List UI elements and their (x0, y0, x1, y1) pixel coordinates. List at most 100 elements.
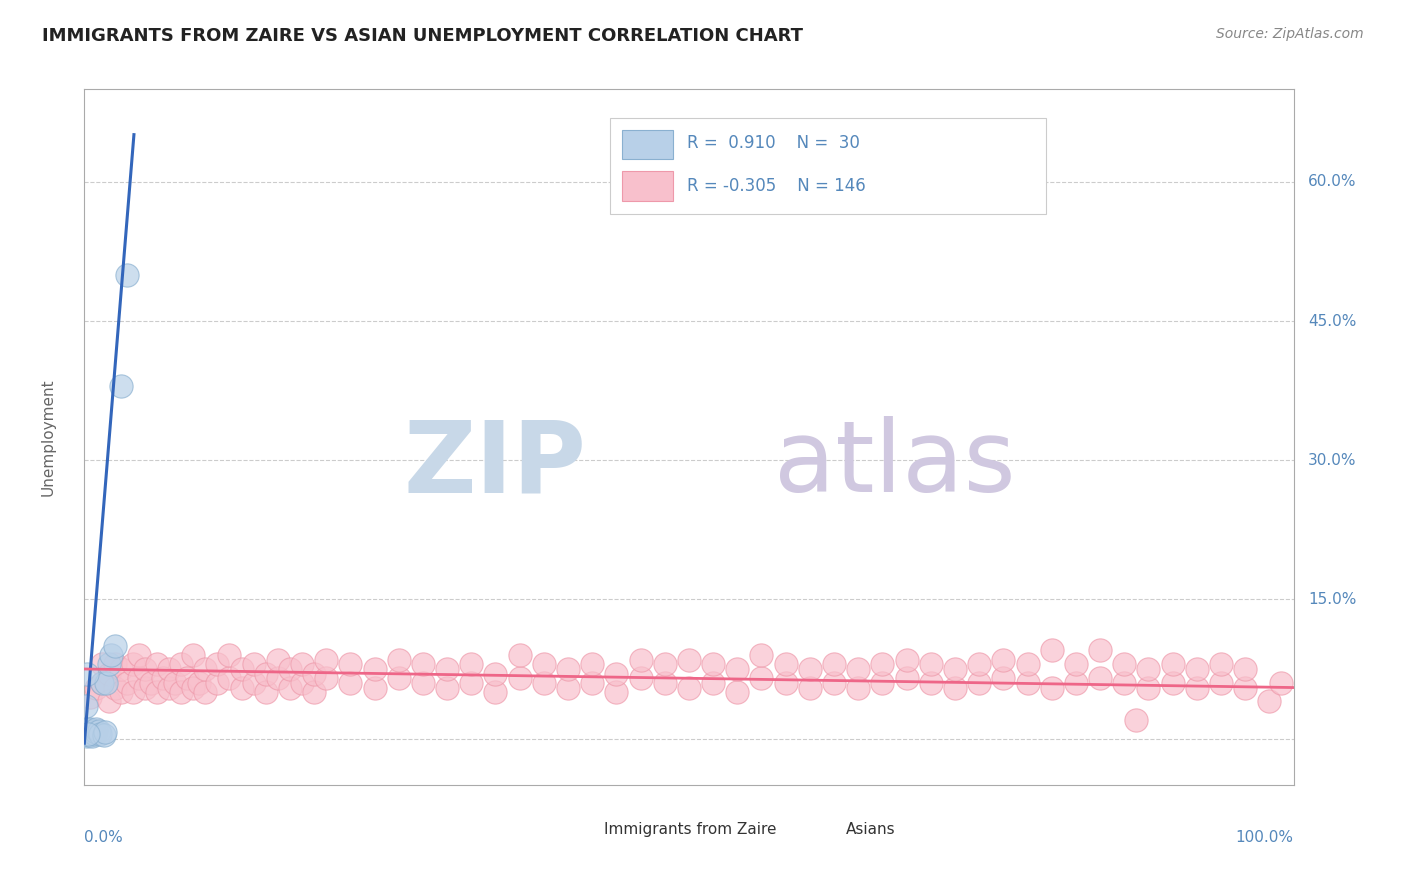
Point (388, 671, 411, 685)
Point (77, 726, 100, 740)
Point (104, 681, 127, 695)
Point (77, 724, 100, 739)
Point (146, 657, 169, 672)
Point (121, 657, 143, 672)
Point (75, 727, 97, 741)
Point (146, 685, 169, 699)
Point (1017, 657, 1039, 672)
Point (799, 662, 821, 676)
Point (509, 671, 531, 685)
Point (1114, 657, 1136, 672)
Point (89, 727, 111, 741)
Point (315, 671, 337, 685)
Point (79, 727, 101, 741)
Point (557, 681, 579, 695)
Text: IMMIGRANTS FROM ZAIRE VS ASIAN UNEMPLOYMENT CORRELATION CHART: IMMIGRANTS FROM ZAIRE VS ASIAN UNEMPLOYM… (42, 27, 803, 45)
Point (267, 671, 290, 685)
Point (436, 681, 458, 695)
Point (77, 723, 100, 737)
Point (110, 379, 132, 393)
Point (100, 648, 122, 662)
Point (920, 676, 942, 690)
Point (207, 676, 229, 690)
Point (967, 676, 990, 690)
Point (1088, 643, 1111, 657)
Point (94, 676, 117, 690)
Point (94, 725, 117, 739)
Point (557, 662, 579, 676)
Point (1209, 657, 1232, 672)
Point (170, 685, 193, 699)
Point (194, 685, 217, 699)
Text: 60.0%: 60.0% (1308, 175, 1357, 189)
Point (1161, 676, 1184, 690)
Point (1234, 681, 1257, 695)
Point (157, 681, 180, 695)
Point (128, 648, 150, 662)
Point (1234, 662, 1257, 676)
Point (139, 676, 162, 690)
Point (91, 676, 114, 690)
Point (702, 657, 724, 672)
Point (76, 666, 98, 681)
Point (605, 666, 627, 681)
Point (134, 662, 156, 676)
Point (484, 685, 506, 699)
Point (231, 681, 253, 695)
Point (115, 268, 138, 282)
Point (218, 671, 240, 685)
Point (823, 657, 845, 672)
Point (86, 723, 108, 737)
Point (77, 727, 100, 741)
Text: Unemployment: Unemployment (41, 378, 56, 496)
Point (291, 676, 314, 690)
Text: Asians: Asians (846, 822, 896, 837)
Point (242, 657, 264, 672)
Point (846, 681, 869, 695)
Point (188, 676, 211, 690)
Text: 30.0%: 30.0% (1308, 453, 1357, 467)
Point (533, 676, 555, 690)
FancyBboxPatch shape (623, 129, 673, 159)
Point (254, 685, 277, 699)
Point (943, 662, 966, 676)
Point (654, 676, 676, 690)
Point (775, 657, 797, 672)
Point (76, 729, 98, 743)
Point (872, 676, 894, 690)
Text: 15.0%: 15.0% (1308, 592, 1357, 607)
Point (83, 724, 105, 739)
Point (176, 671, 198, 685)
Point (104, 657, 127, 672)
Point (80, 725, 103, 739)
Point (181, 681, 204, 695)
Point (315, 653, 337, 667)
Point (302, 666, 325, 681)
Point (751, 648, 773, 662)
Point (1088, 671, 1111, 685)
Point (1040, 681, 1063, 695)
Point (436, 662, 458, 676)
Point (93, 728, 115, 742)
Point (254, 666, 277, 681)
Point (165, 676, 187, 690)
Point (1185, 662, 1208, 676)
Point (194, 662, 217, 676)
Point (80, 729, 103, 743)
Point (267, 653, 290, 667)
Point (152, 671, 174, 685)
FancyBboxPatch shape (623, 171, 673, 201)
Point (79, 723, 101, 737)
Point (79, 690, 101, 704)
FancyBboxPatch shape (562, 818, 599, 840)
Point (1064, 676, 1087, 690)
Point (460, 657, 482, 672)
Text: Immigrants from Zaire: Immigrants from Zaire (605, 822, 776, 837)
Point (605, 685, 627, 699)
Point (339, 676, 361, 690)
Point (484, 666, 506, 681)
Point (128, 671, 150, 685)
Point (104, 639, 127, 653)
Point (1017, 676, 1039, 690)
Point (581, 676, 603, 690)
